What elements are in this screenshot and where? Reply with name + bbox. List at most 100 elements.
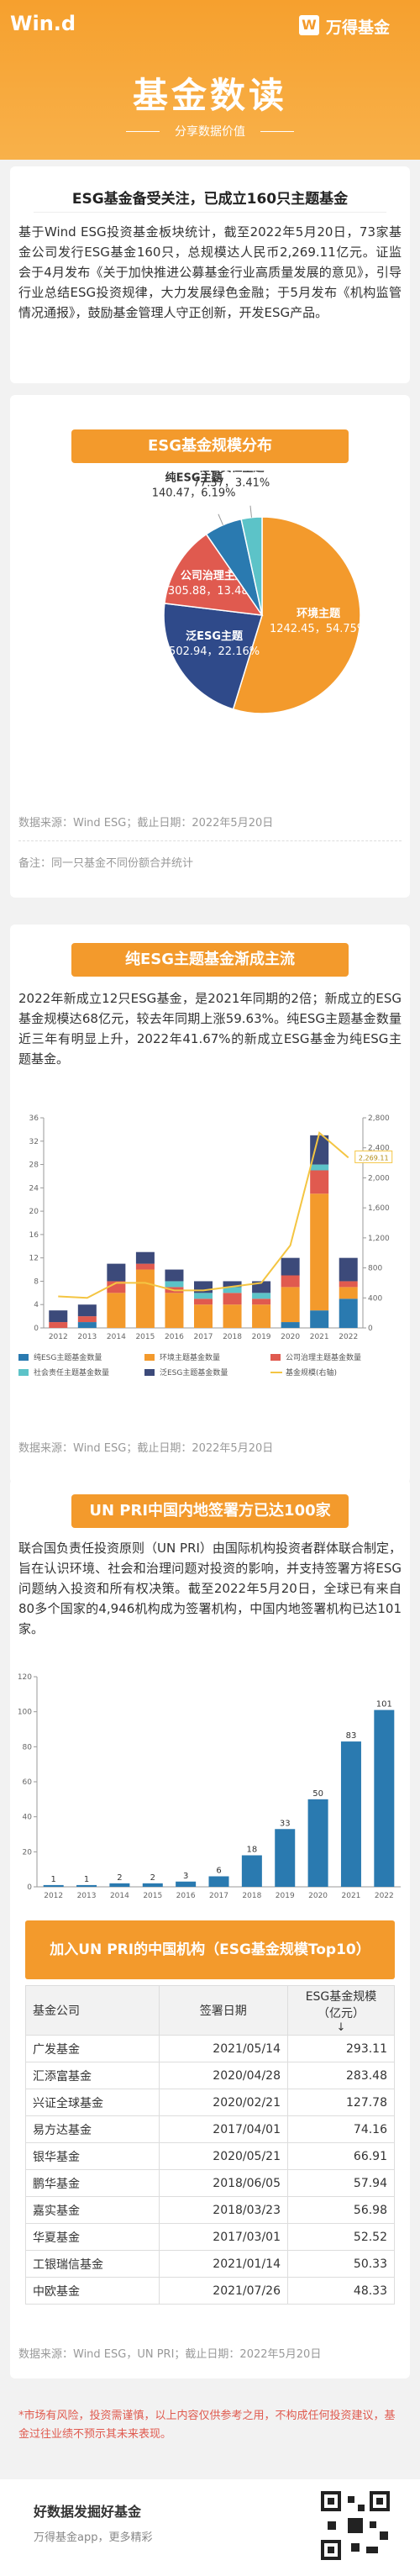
bar-segment: [194, 1293, 213, 1299]
pie-slice: [164, 533, 264, 616]
table-cell: 2021/01/14: [158, 2250, 289, 2278]
x-tick-label: 2012: [49, 1333, 68, 1341]
pie-slice: [163, 603, 263, 710]
source: 数据来源：Wind ESG；截止日期：2022年5月20日: [18, 1442, 274, 1455]
x-tick-label: 2017: [209, 1892, 228, 1900]
y-tick-label: 4: [34, 1301, 39, 1309]
bar-label: 2: [150, 1873, 155, 1883]
bar-segment: [281, 1322, 300, 1328]
table-cell: 293.11: [287, 2035, 395, 2062]
table-cell: 48.33: [287, 2277, 395, 2305]
table-row: 兴证全球基金 2020/02/21 127.78: [25, 2089, 395, 2116]
slice-name: 泛ESG主题: [186, 630, 244, 643]
bar: [109, 1883, 130, 1887]
leader-line: [218, 514, 223, 525]
bar: [176, 1881, 197, 1887]
deco-line: [260, 131, 294, 132]
table-cell: 广发基金: [25, 2035, 160, 2062]
bar-segment: [310, 1310, 329, 1328]
x-tick-label: 2022: [375, 1892, 394, 1900]
y-tick-label: 0: [27, 1883, 32, 1892]
bar-segment: [194, 1304, 213, 1328]
bar-segment: [135, 1251, 155, 1264]
y2-tick-label: 2,800: [368, 1114, 390, 1123]
bar-segment: [77, 1316, 97, 1323]
y-tick-label: 20: [23, 1848, 33, 1857]
table-cell: 127.78: [287, 2089, 395, 2116]
section-title: ESG基金备受关注，已成立160只主题基金: [71, 191, 349, 208]
y-tick-label: 60: [23, 1778, 33, 1787]
x-tick-label: 2016: [165, 1333, 184, 1341]
bar: [142, 1883, 163, 1887]
x-tick-label: 2022: [339, 1333, 358, 1341]
table-cell: 2021/05/14: [158, 2035, 289, 2062]
bar-segment: [107, 1293, 126, 1328]
bar-label: 1: [84, 1875, 89, 1884]
table-row: 广发基金 2021/05/14 293.11: [25, 2035, 395, 2062]
slice-label: 77.37，3.41%: [193, 477, 270, 489]
table-cell: 50.33: [287, 2250, 395, 2278]
bar: [374, 1709, 395, 1887]
y-tick-label: 120: [18, 1673, 32, 1682]
brand-icon: W: [299, 15, 319, 35]
bar: [208, 1876, 229, 1887]
source: 数据来源：Wind ESG；截止日期：2022年5月20日: [18, 817, 274, 830]
header-band: [0, 0, 420, 160]
x-tick-label: 2020: [281, 1333, 300, 1341]
bar-segment: [107, 1263, 126, 1282]
bar-label: 33: [280, 1819, 291, 1828]
legend-label: 纯ESG主题基金数量: [34, 1352, 102, 1362]
leader-line: [249, 505, 252, 518]
section-title: UN PRI中国内地签署方已达100家: [71, 1494, 349, 1528]
pie-chart: 环境主题 1242.45，54.75% 泛ESG主题 502.94，22.16% 公司治…: [152, 471, 367, 714]
bar-segment: [223, 1287, 242, 1293]
slice-name: 环境主题: [297, 607, 341, 620]
legend-label: 环境主题基金数量: [160, 1352, 220, 1362]
slogan: 好数据发掘好基金: [34, 2504, 142, 2520]
y2-tick-label: 2,400: [368, 1145, 390, 1153]
y-tick-label: 100: [18, 1709, 32, 1717]
y-tick-label: 12: [29, 1255, 39, 1263]
table-cell: 66.91: [287, 2142, 395, 2170]
bar: [43, 1884, 64, 1887]
table-cell: 汇添富基金: [25, 2062, 160, 2089]
table-cell: 2018/06/05: [158, 2169, 289, 2197]
table-cell: 嘉实基金: [25, 2196, 160, 2224]
table-cell: 华夏基金: [25, 2223, 160, 2251]
qr-code: [318, 2488, 393, 2563]
table-cell: 2020/05/21: [158, 2142, 289, 2170]
table-cell: 工银瑞信基金: [25, 2250, 160, 2278]
label-box: [354, 1150, 393, 1163]
page-title: 基金数读: [132, 75, 287, 116]
table: 基金公司 签署日期 ESG基金规模（亿元） ↓ 广发基金 2021/05/14 293.11…: [25, 1985, 395, 2305]
legend-label: 社会责任主题基金数量: [34, 1367, 109, 1378]
y2-tick-label: 400: [368, 1294, 382, 1303]
bar-label: 3: [183, 1872, 188, 1881]
bar-label: 2: [117, 1873, 122, 1883]
bar: [340, 1741, 361, 1887]
table-row: 嘉实基金 2018/03/23 56.98: [25, 2196, 395, 2224]
x-tick-label: 2018: [242, 1892, 261, 1900]
table-cell: 2020/04/28: [158, 2062, 289, 2089]
table-row: 易方达基金 2017/04/01 74.16: [25, 2115, 395, 2143]
paragraph: 基于Wind ESG投资基金板块统计，截至2022年5月20日，73家基金公司发…: [18, 224, 402, 320]
table-cell: 鹏华基金: [25, 2169, 160, 2197]
y2-tick-label: 800: [368, 1265, 382, 1273]
table-cell: 57.94: [287, 2169, 395, 2197]
x-tick-label: 2013: [77, 1892, 97, 1900]
app-note: 万得基金app，更多精彩: [34, 2531, 153, 2544]
x-tick-label: 2014: [110, 1892, 129, 1900]
legend-swatch: [18, 1354, 29, 1361]
y2-tick-label: 1,200: [368, 1235, 390, 1243]
y-tick-label: 8: [34, 1277, 39, 1286]
table-cell: 银华基金: [25, 2142, 160, 2170]
table-row: 汇添富基金 2020/04/28 283.48: [25, 2062, 395, 2089]
bar-segment: [223, 1304, 242, 1328]
slice-label: 1242.45，54.75%: [270, 623, 367, 635]
y-tick-label: 16: [29, 1231, 39, 1240]
bar: [307, 1799, 328, 1887]
bar-segment: [310, 1170, 329, 1194]
table-cell: 2017/04/01: [158, 2115, 289, 2143]
bar: [241, 1855, 262, 1887]
